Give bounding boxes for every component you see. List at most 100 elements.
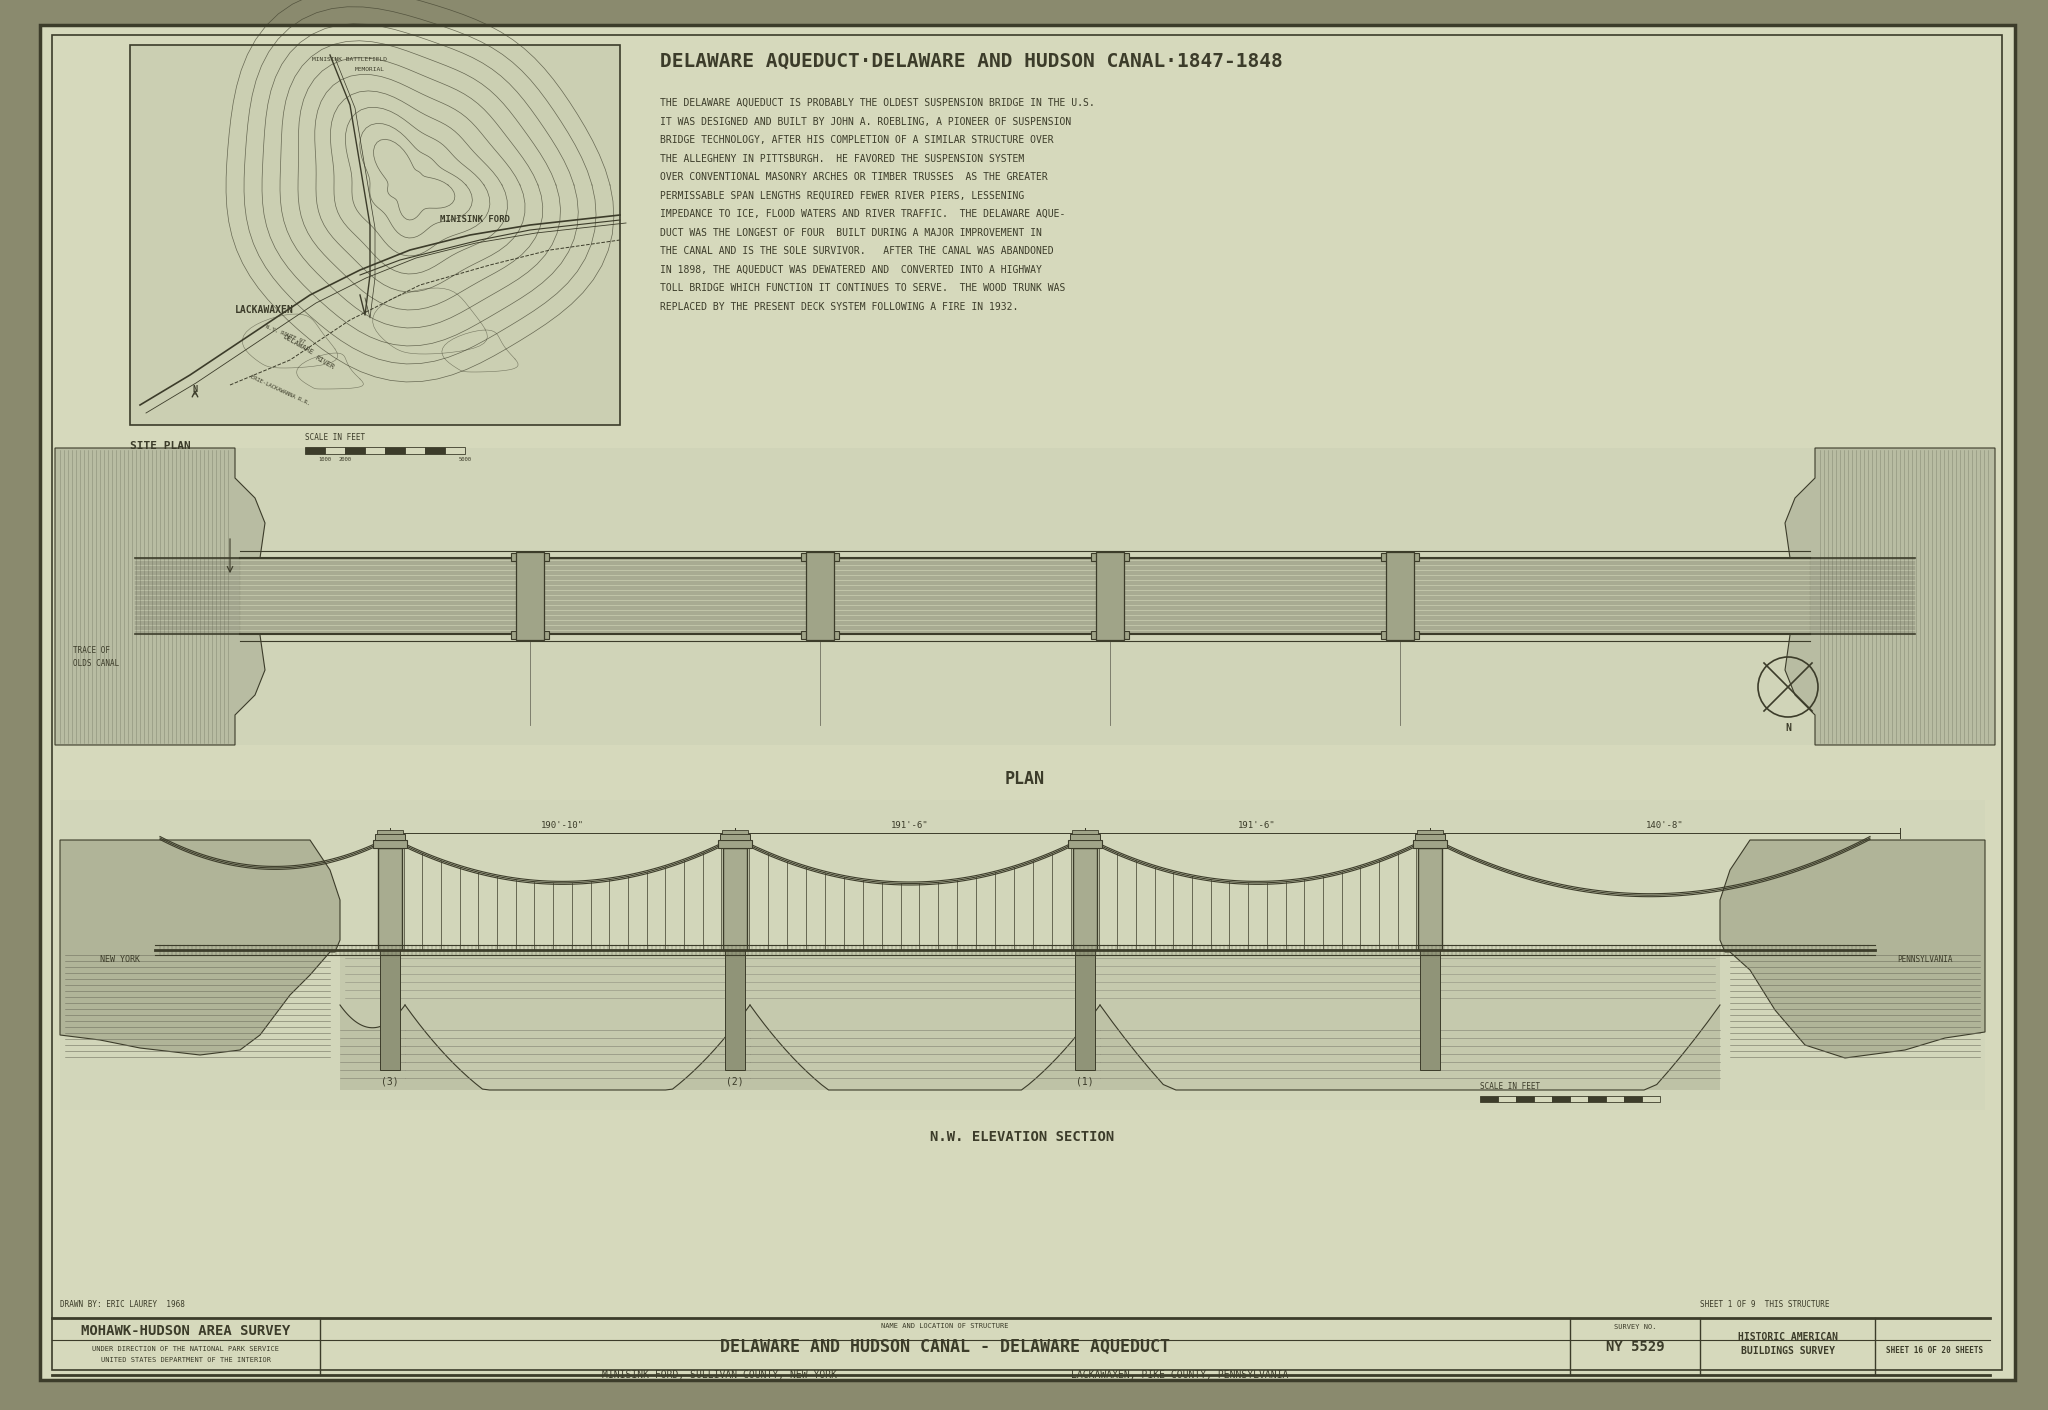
Text: THE CANAL AND IS THE SOLE SURVIVOR.   AFTER THE CANAL WAS ABANDONED: THE CANAL AND IS THE SOLE SURVIVOR. AFTE… [659, 245, 1053, 257]
Text: DRAWN BY: ERIC LAUREY  1968: DRAWN BY: ERIC LAUREY 1968 [59, 1300, 184, 1308]
Text: N: N [193, 385, 197, 393]
Bar [1606, 1096, 1624, 1103]
Bar [725, 950, 745, 1070]
Text: NY 5529: NY 5529 [1606, 1340, 1665, 1354]
Bar [1069, 833, 1100, 840]
Text: IN 1898, THE AQUEDUCT WAS DEWATERED AND  CONVERTED INTO A HIGHWAY: IN 1898, THE AQUEDUCT WAS DEWATERED AND … [659, 265, 1042, 275]
Bar [1552, 1096, 1571, 1103]
Text: IT WAS DESIGNED AND BUILT BY JOHN A. ROEBLING, A PIONEER OF SUSPENSION: IT WAS DESIGNED AND BUILT BY JOHN A. ROE… [659, 117, 1071, 127]
Text: (3): (3) [381, 1077, 399, 1087]
Text: UNDER DIRECTION OF THE NATIONAL PARK SERVICE: UNDER DIRECTION OF THE NATIONAL PARK SER… [92, 1347, 279, 1352]
Text: (2): (2) [727, 1077, 743, 1087]
Text: TRACE OF: TRACE OF [74, 646, 111, 656]
Text: SHEET 1 OF 9  THIS STRUCTURE: SHEET 1 OF 9 THIS STRUCTURE [1700, 1300, 1829, 1308]
Bar [305, 447, 326, 454]
Text: ERIE-LACKAWANNA R.R.: ERIE-LACKAWANNA R.R. [250, 374, 311, 406]
Text: RIVER: RIVER [313, 355, 336, 371]
Bar [801, 632, 840, 639]
Text: MOHAWK-HUDSON AREA SURVEY: MOHAWK-HUDSON AREA SURVEY [82, 1324, 291, 1338]
Bar [375, 833, 406, 840]
Text: 140'-8": 140'-8" [1647, 822, 1683, 830]
Polygon shape [750, 1005, 1100, 1090]
Bar [1516, 1096, 1534, 1103]
Bar [1534, 1096, 1552, 1103]
Bar [406, 447, 426, 454]
Text: LACKAWAXEN: LACKAWAXEN [236, 305, 293, 314]
Polygon shape [406, 1005, 750, 1090]
Text: THE DELAWARE AQUEDUCT IS PROBABLY THE OLDEST SUSPENSION BRIDGE IN THE U.S.: THE DELAWARE AQUEDUCT IS PROBABLY THE OL… [659, 99, 1096, 109]
Text: DELAWARE AND HUDSON CANAL - DELAWARE AQUEDUCT: DELAWARE AND HUDSON CANAL - DELAWARE AQU… [721, 1338, 1169, 1356]
Text: 191'-6": 191'-6" [891, 822, 930, 830]
Polygon shape [1100, 1005, 1720, 1090]
Bar [1386, 551, 1413, 640]
Text: OVER CONVENTIONAL MASONRY ARCHES OR TIMBER TRUSSES  AS THE GREATER: OVER CONVENTIONAL MASONRY ARCHES OR TIMB… [659, 172, 1049, 182]
Bar [1092, 553, 1128, 561]
Text: BUILDINGS SURVEY: BUILDINGS SURVEY [1741, 1347, 1835, 1356]
Text: 191'-6": 191'-6" [1239, 822, 1276, 830]
Text: (1): (1) [1075, 1077, 1094, 1087]
Bar [344, 447, 365, 454]
Text: THE ALLEGHENY IN PITTSBURGH.  HE FAVORED THE SUSPENSION SYSTEM: THE ALLEGHENY IN PITTSBURGH. HE FAVORED … [659, 154, 1024, 164]
Bar [1571, 1096, 1587, 1103]
Text: PERMISSABLE SPAN LENGTHS REQUIRED FEWER RIVER PIERS, LESSENING: PERMISSABLE SPAN LENGTHS REQUIRED FEWER … [659, 190, 1024, 200]
Text: DUCT WAS THE LONGEST OF FOUR  BUILT DURING A MAJOR IMPROVEMENT IN: DUCT WAS THE LONGEST OF FOUR BUILT DURIN… [659, 227, 1042, 237]
Polygon shape [340, 952, 1720, 1090]
Text: TOLL BRIDGE WHICH FUNCTION IT CONTINUES TO SERVE.  THE WOOD TRUNK WAS: TOLL BRIDGE WHICH FUNCTION IT CONTINUES … [659, 283, 1065, 293]
Text: UNITED STATES DEPARTMENT OF THE INTERIOR: UNITED STATES DEPARTMENT OF THE INTERIOR [100, 1356, 270, 1363]
Bar [1380, 632, 1419, 639]
Text: MINISINK BATTLEFIELD: MINISINK BATTLEFIELD [313, 56, 387, 62]
Text: SURVEY NO.: SURVEY NO. [1614, 1324, 1657, 1330]
Text: DELAWARE AQUEDUCT·DELAWARE AND HUDSON CANAL·1847-1848: DELAWARE AQUEDUCT·DELAWARE AND HUDSON CA… [659, 52, 1282, 70]
Text: DELAWARE: DELAWARE [283, 334, 313, 357]
Bar [723, 847, 748, 950]
Bar [426, 447, 444, 454]
Polygon shape [1786, 448, 1995, 744]
Text: MINISINK FORD, SULLIVAN COUNTY, NEW YORK: MINISINK FORD, SULLIVAN COUNTY, NEW YORK [602, 1371, 838, 1380]
Text: N: N [1786, 723, 1790, 733]
Text: NAME AND LOCATION OF STRUCTURE: NAME AND LOCATION OF STRUCTURE [881, 1323, 1010, 1330]
Text: 1000: 1000 [319, 457, 332, 462]
Text: 2000: 2000 [338, 457, 352, 462]
Bar [129, 45, 621, 424]
Text: NEW YORK: NEW YORK [100, 955, 139, 964]
Bar [1419, 950, 1440, 1070]
Text: SCALE IN FEET: SCALE IN FEET [305, 433, 365, 441]
Bar [1075, 950, 1096, 1070]
Bar [377, 830, 403, 833]
Bar [240, 558, 1810, 634]
Bar [1413, 840, 1448, 847]
Text: SCALE IN FEET: SCALE IN FEET [1481, 1081, 1540, 1091]
Text: IMPEDANCE TO ICE, FLOOD WATERS AND RIVER TRAFFIC.  THE DELAWARE AQUE-: IMPEDANCE TO ICE, FLOOD WATERS AND RIVER… [659, 209, 1065, 219]
Bar [1067, 840, 1102, 847]
Text: MINISINK FORD: MINISINK FORD [440, 214, 510, 224]
Bar [1497, 1096, 1516, 1103]
Bar [1415, 833, 1446, 840]
Bar [1380, 553, 1419, 561]
Polygon shape [55, 448, 264, 744]
Bar [381, 950, 399, 1070]
Bar [59, 799, 1985, 1110]
Bar [512, 632, 549, 639]
Bar [1073, 847, 1098, 950]
Text: REPLACED BY THE PRESENT DECK SYSTEM FOLLOWING A FIRE IN 1932.: REPLACED BY THE PRESENT DECK SYSTEM FOLL… [659, 302, 1018, 312]
Bar [385, 447, 406, 454]
Text: SHEET 16 OF 20 SHEETS: SHEET 16 OF 20 SHEETS [1886, 1347, 1985, 1355]
Polygon shape [1720, 840, 1985, 1058]
Text: 5000: 5000 [459, 457, 471, 462]
Bar [379, 847, 401, 950]
Bar [721, 833, 750, 840]
Text: LACKAWAXEN, PIKE COUNTY, PENNSYLVANIA: LACKAWAXEN, PIKE COUNTY, PENNSYLVANIA [1071, 1371, 1288, 1380]
Text: PLAN: PLAN [1006, 770, 1044, 788]
Bar [801, 553, 840, 561]
Bar [326, 447, 344, 454]
Bar [1096, 551, 1124, 640]
Text: 190'-10": 190'-10" [541, 822, 584, 830]
Bar [1624, 1096, 1642, 1103]
Bar [373, 840, 408, 847]
Bar [1481, 1096, 1497, 1103]
Bar [719, 840, 752, 847]
Text: HISTORIC AMERICAN: HISTORIC AMERICAN [1739, 1332, 1837, 1342]
Bar [1092, 632, 1128, 639]
Polygon shape [340, 1005, 406, 1090]
Text: BRIDGE TECHNOLOGY, AFTER HIS COMPLETION OF A SIMILAR STRUCTURE OVER: BRIDGE TECHNOLOGY, AFTER HIS COMPLETION … [659, 135, 1053, 145]
